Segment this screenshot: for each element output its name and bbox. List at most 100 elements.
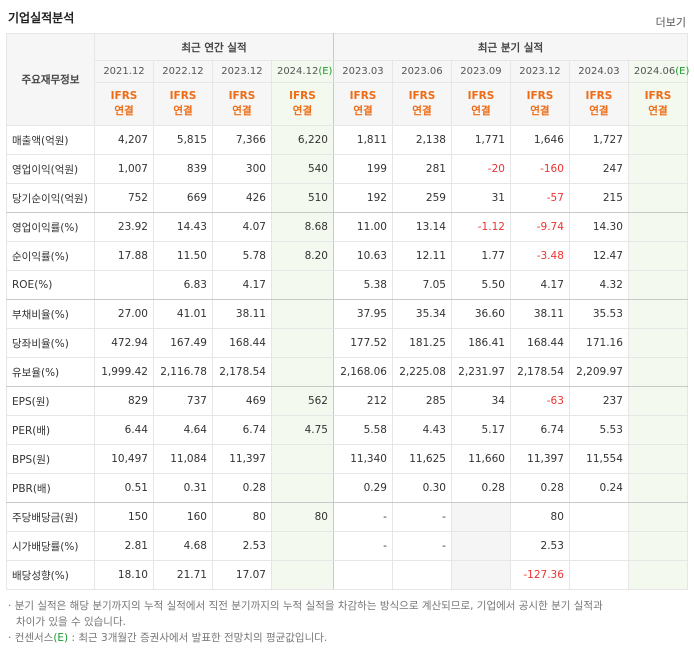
row-label: 영업이익(억원) (6, 154, 95, 184)
value-cell: 6.74 (509, 415, 570, 445)
value-cell (627, 502, 689, 532)
value-cell (450, 560, 511, 590)
value-cell: 41.01 (152, 299, 213, 329)
basis-header: IFRS 연결 (270, 82, 334, 126)
value-cell: 0.29 (332, 473, 393, 503)
value-cell (450, 531, 511, 561)
value-cell (270, 473, 334, 503)
value-cell: 6.74 (211, 415, 272, 445)
value-cell: 0.31 (152, 473, 213, 503)
value-cell: 12.47 (568, 241, 629, 271)
row-label: 시가배당률(%) (6, 531, 95, 561)
value-cell (568, 502, 629, 532)
table-row: 시가배당률(%) 2.81 4.68 2.53- -2.53 (6, 531, 689, 561)
value-cell: 80 (270, 502, 334, 532)
value-cell: 6,220 (270, 125, 334, 155)
basis-header: IFRS 연결 (568, 82, 629, 126)
value-cell: 0.24 (568, 473, 629, 503)
basis-header: IFRS 연결 (450, 82, 511, 126)
row-label: 당기순이익(억원) (6, 183, 95, 213)
value-cell: 2.53 (211, 531, 272, 561)
value-cell (270, 444, 334, 474)
value-cell: 36.60 (450, 299, 511, 329)
row-label: 주당배당금(원) (6, 502, 95, 532)
row-label: ROE(%) (6, 270, 95, 300)
value-cell: - (332, 531, 393, 561)
value-cell (270, 560, 334, 590)
basis-header: IFRS 연결 (627, 82, 689, 126)
value-cell: 4,207 (94, 125, 154, 155)
value-cell: 31 (450, 183, 511, 213)
value-cell: 6.83 (152, 270, 213, 300)
value-cell: 11,397 (211, 444, 272, 474)
estimate-mark: (E) (318, 66, 333, 77)
value-cell: 212 (332, 386, 393, 416)
table-row: 영업이익률(%) 23.92 14.43 4.07 8.68 11.00 13.14 -1.1… (6, 212, 689, 242)
row-label: PER(배) (6, 415, 95, 445)
value-cell: 281 (391, 154, 452, 184)
value-cell: 167.49 (152, 328, 213, 358)
value-cell: 5.78 (211, 241, 272, 271)
value-cell (568, 560, 629, 590)
table-row: 순이익률(%) 17.88 11.50 5.78 8.20 10.63 12.11 1.77-… (6, 241, 689, 271)
basis-header: IFRS 연결 (211, 82, 272, 126)
basis-standard: IFRS (169, 90, 197, 102)
value-cell: 7.05 (391, 270, 452, 300)
value-cell: 6.44 (94, 415, 154, 445)
note-text: : 최근 3개월간 증권사에서 발표한 전망치의 평균값입니다. (68, 632, 328, 644)
value-cell: 5.38 (332, 270, 393, 300)
value-cell (627, 212, 689, 242)
value-cell: 4.32 (568, 270, 629, 300)
value-cell: 80 (509, 502, 570, 532)
section-title: 기업실적분석 (8, 11, 75, 25)
table-row: EPS(원) 829 737 469 562 212 285 34 -63 237 (6, 386, 689, 416)
value-cell: 11,660 (450, 444, 511, 474)
value-cell (627, 125, 689, 155)
value-cell (627, 386, 689, 416)
value-cell: 2,116.78 (152, 357, 213, 387)
estimate-mark: (E) (675, 66, 690, 77)
value-cell: 2,225.08 (391, 357, 452, 387)
value-cell (627, 560, 689, 590)
period-date: 2024.12 (276, 66, 319, 77)
more-link[interactable]: 더보기 (655, 16, 686, 29)
period-header: 2023.09 (450, 60, 511, 83)
value-cell: 34 (450, 386, 511, 416)
value-cell: 38.11 (211, 299, 272, 329)
value-cell (270, 328, 334, 358)
basis-header: IFRS 연결 (152, 82, 213, 126)
value-cell: 11.00 (332, 212, 393, 242)
row-label: BPS(원) (6, 444, 95, 474)
value-cell: 215 (568, 183, 629, 213)
value-cell: 11.50 (152, 241, 213, 271)
value-cell (391, 560, 452, 590)
value-cell: 168.44 (509, 328, 570, 358)
value-cell: 23.92 (94, 212, 154, 242)
bullet-dot: · (8, 632, 15, 644)
value-cell: 199 (332, 154, 393, 184)
value-cell (627, 241, 689, 271)
basis-header: IFRS 연결 (509, 82, 570, 126)
basis-header: IFRS 연결 (94, 82, 154, 126)
basis-standard: IFRS (228, 90, 256, 102)
value-cell: 14.30 (568, 212, 629, 242)
value-cell: 5.58 (332, 415, 393, 445)
basis-standard: IFRS (289, 90, 316, 102)
value-cell (627, 357, 689, 387)
value-cell (627, 154, 689, 184)
value-cell: 38.11 (509, 299, 570, 329)
value-cell: -160 (509, 154, 570, 184)
basis-standard: IFRS (110, 90, 138, 102)
value-cell: 4.75 (270, 415, 334, 445)
value-cell: -63 (509, 386, 570, 416)
bullet-dot: · (8, 600, 15, 612)
value-cell: 2,178.54 (211, 357, 272, 387)
value-cell: 160 (152, 502, 213, 532)
value-cell: 11,084 (152, 444, 213, 474)
value-cell: 472.94 (94, 328, 154, 358)
value-cell: 21.71 (152, 560, 213, 590)
period-header: 2024.12(E) (270, 60, 334, 83)
value-cell: 8.20 (270, 241, 334, 271)
basis-scope: 연결 (589, 105, 609, 117)
